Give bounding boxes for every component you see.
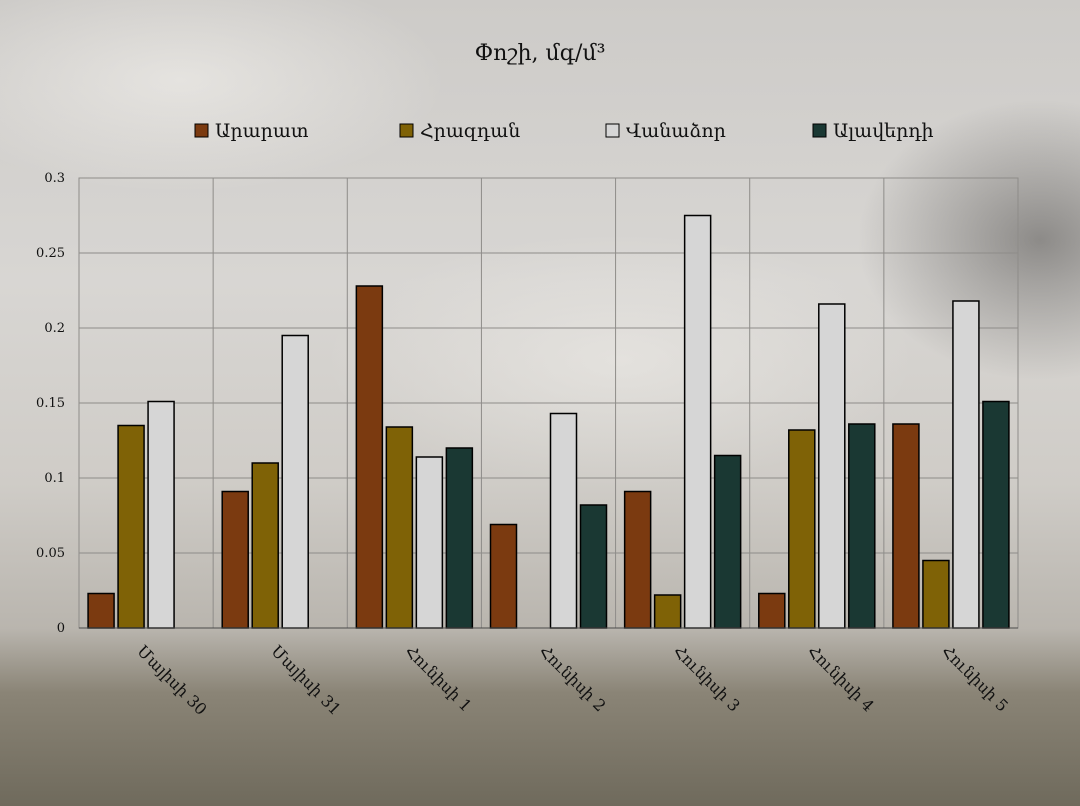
bar [848, 423, 876, 629]
bar [922, 559, 950, 629]
bar [549, 412, 578, 629]
x-tick-label: Մայիսի 30 [133, 641, 210, 718]
bar [623, 490, 652, 629]
bar [579, 504, 608, 629]
bar [117, 424, 145, 629]
chart-title: Փոշի, մգ/մ³ [475, 41, 606, 66]
legend-label: Արարատ [215, 120, 309, 142]
bar [788, 429, 816, 629]
bars [87, 214, 1010, 629]
legend-swatch [399, 123, 414, 138]
bar [683, 214, 712, 629]
bar [982, 400, 1010, 629]
bar [445, 447, 474, 629]
y-tick-label: 0.25 [36, 246, 65, 261]
legend-label: Հրազդան [420, 120, 520, 142]
grid [78, 177, 1019, 629]
legend-label: Վանաձոր [626, 120, 726, 142]
bar [489, 523, 518, 629]
bar [892, 423, 920, 629]
y-tick-label: 0.05 [36, 546, 65, 561]
bar [281, 334, 309, 629]
x-tick-label: Հունիսի 3 [670, 641, 744, 715]
bar [251, 462, 279, 629]
bar [355, 285, 384, 629]
y-tick-label: 0 [57, 621, 65, 636]
bar [147, 400, 175, 629]
y-tick-label: 0.15 [36, 396, 65, 411]
x-tick-label: Մայիսի 31 [267, 641, 344, 718]
x-tick-label: Հունիսի 2 [536, 641, 610, 715]
bar [385, 426, 414, 629]
bar [415, 456, 444, 629]
legend-swatch [194, 123, 209, 138]
bar [758, 592, 786, 629]
y-tick-label: 0.3 [44, 171, 65, 186]
bar [653, 594, 682, 629]
x-axis: Մայիսի 30 Մայիսի 31 Հունիսի 1 Հունիսի 2 Հուն… [79, 627, 1018, 719]
y-tick-label: 0.1 [44, 471, 65, 486]
x-tick-label: Հունիսի 1 [402, 641, 476, 715]
bar [818, 303, 846, 629]
bar [221, 490, 249, 629]
legend-label: Ալավերդի [833, 120, 934, 142]
legend-swatch [605, 123, 620, 138]
bar [713, 454, 742, 629]
legend: Արարատ Հրազդան Վանաձոր Ալավերդի [194, 120, 934, 142]
y-axis: 0 0.05 0.1 0.15 0.2 0.25 0.3 [36, 171, 65, 636]
legend-swatch [812, 123, 827, 138]
bar [87, 592, 115, 629]
x-tick-label: Հունիսի 4 [804, 641, 878, 715]
x-tick-label: Հունիսի 5 [938, 641, 1012, 715]
bar [952, 300, 980, 629]
y-tick-label: 0.2 [44, 321, 65, 336]
